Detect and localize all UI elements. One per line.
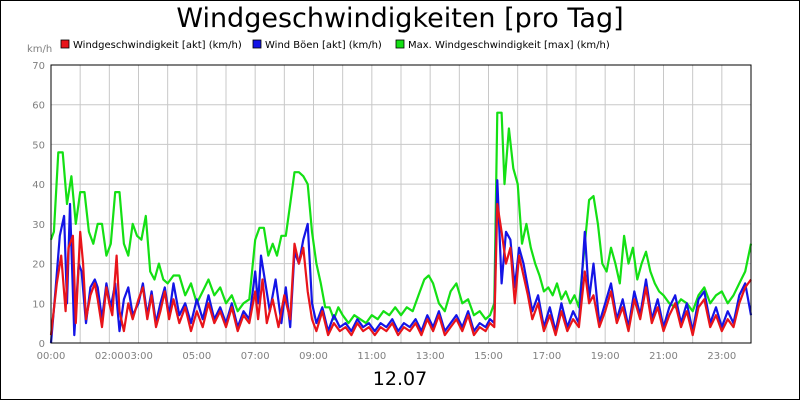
plot-area-border [50, 64, 752, 344]
y-tick-label: 10 [32, 299, 45, 310]
x-tick-label: 07:00 [241, 351, 270, 362]
legend-label: Windgeschwindigkeit [akt] (km/h) [73, 40, 242, 51]
x-tick-label: 02:00 [95, 351, 124, 362]
y-tick-label: 50 [32, 140, 45, 151]
legend-swatch [252, 39, 262, 49]
x-tick-label: 19:00 [591, 351, 620, 362]
series-line [49, 111, 753, 325]
y-tick-label: 70 [32, 61, 45, 72]
y-tick-label: 30 [32, 220, 45, 231]
y-tick-label: 0 [39, 339, 45, 350]
legend: Windgeschwindigkeit [akt] (km/h) Wind Böe… [60, 39, 610, 51]
x-tick-label: 00:00 [37, 351, 66, 362]
legend-label: Wind Böen [akt] (km/h) [265, 40, 382, 51]
x-tick-label: 09:00 [299, 351, 328, 362]
axis-ticks: 0 10 20 30 40 50 60 70 00:00 02:00 03:00 05:00 07:00… [32, 61, 736, 362]
y-tick-label: 40 [32, 180, 45, 191]
x-tick-label: 15:00 [474, 351, 503, 362]
x-tick-label: 13:00 [416, 351, 445, 362]
series-lines [49, 111, 753, 344]
legend-swatch [395, 39, 405, 49]
x-tick-label: 11:00 [357, 351, 386, 362]
y-tick-label: 20 [32, 260, 45, 271]
x-axis-date-label: 12.07 [372, 368, 428, 390]
x-tick-label: 05:00 [182, 351, 211, 362]
legend-swatch [60, 39, 70, 49]
y-axis-label: km/h [27, 44, 52, 55]
y-tick-label: 60 [32, 101, 45, 112]
x-tick-label: 21:00 [649, 351, 678, 362]
chart-title: Windgeschwindigkeiten [pro Tag] [176, 3, 624, 34]
grid [50, 64, 752, 344]
x-tick-label: 03:00 [124, 351, 153, 362]
x-tick-label: 23:00 [707, 351, 736, 362]
x-tick-label: 17:00 [532, 351, 561, 362]
series-line [49, 202, 752, 337]
legend-label: Max. Windgeschwindigkeit [max] (km/h) [408, 40, 610, 51]
